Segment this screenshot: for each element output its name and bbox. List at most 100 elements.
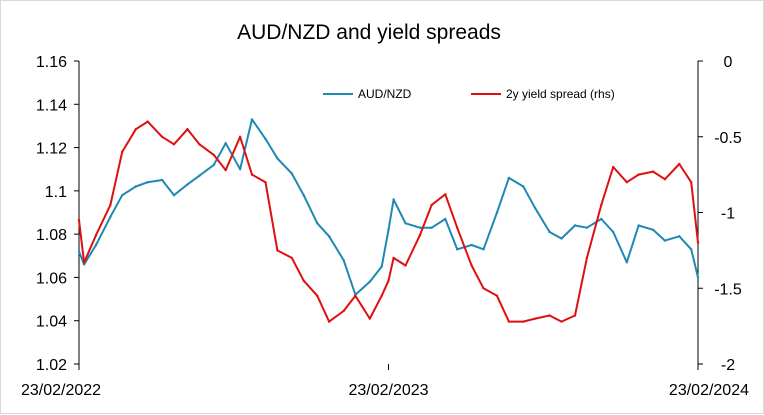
data-point [109, 215, 112, 218]
data-point [418, 226, 422, 229]
x-tick-label: 23/02/2023 [348, 382, 428, 399]
data-point [224, 142, 227, 145]
data-point [250, 173, 254, 176]
data-point [316, 222, 319, 225]
data-point [560, 237, 563, 240]
data-point [290, 172, 293, 175]
data-point [302, 194, 305, 197]
data-point [186, 183, 189, 186]
data-point [507, 320, 511, 323]
data-point [678, 162, 681, 166]
data-point [224, 168, 227, 172]
data-point [316, 294, 319, 297]
data-point [678, 235, 681, 238]
data-point [146, 120, 149, 123]
data-point [121, 194, 124, 197]
y-left-tick-label: 1.02 [36, 357, 67, 374]
y-left-tick-label: 1.1 [45, 184, 67, 201]
x-tick-label: 23/02/2024 [669, 382, 749, 399]
data-point [264, 137, 267, 141]
data-point [134, 128, 137, 131]
data-point [368, 280, 371, 283]
chart-title: AUD/NZD and yield spreads [237, 21, 501, 44]
series-line-yield-spread [78, 120, 699, 323]
data-point [430, 203, 433, 207]
data-point [198, 143, 201, 146]
legend-label: AUD/NZD [358, 87, 412, 101]
data-point [625, 261, 628, 264]
data-point [495, 294, 499, 297]
data-point [637, 173, 640, 176]
data-point [94, 243, 98, 247]
data-point [82, 263, 86, 266]
data-point [612, 230, 615, 234]
data-point [276, 249, 279, 252]
axes-group: 1.02 1.04 1.06 1.08 1.1 1.12 1.14 1.16 -2 -1.5 -1 -… [21, 54, 749, 399]
data-point [404, 264, 407, 267]
data-point [507, 176, 511, 180]
data-point [573, 224, 577, 227]
data-point [276, 157, 279, 160]
y-left-tick-label: 1.12 [36, 141, 67, 158]
data-point [548, 314, 551, 317]
data-point [342, 258, 345, 262]
data-point [212, 163, 215, 167]
data-point [470, 243, 473, 247]
data-point [121, 150, 124, 154]
data-point [534, 207, 537, 210]
y-right-tick-label: -1.5 [714, 281, 742, 298]
data-point [172, 143, 176, 146]
data-point [380, 294, 383, 297]
data-point [77, 250, 81, 253]
data-point [560, 320, 563, 323]
y-left-tick-label: 1.08 [36, 227, 67, 244]
data-point [368, 317, 371, 320]
data-point [160, 178, 164, 182]
data-point [238, 168, 242, 171]
data-point [387, 279, 390, 282]
y-left-tick-label: 1.04 [36, 314, 67, 331]
data-point [663, 178, 667, 181]
data-point [430, 226, 433, 229]
data-point [82, 261, 86, 264]
data-point [387, 228, 390, 231]
data-point [238, 135, 242, 138]
data-point [444, 217, 447, 221]
data-point [109, 203, 112, 207]
data-point [354, 294, 357, 297]
data-point [690, 181, 693, 184]
data-point [600, 203, 603, 207]
data-point [264, 181, 267, 184]
data-point [444, 193, 447, 196]
data-point [651, 228, 655, 231]
y-left-tick-label: 1.16 [36, 54, 67, 71]
data-point [663, 239, 667, 242]
data-point [573, 314, 577, 317]
data-point [522, 185, 525, 188]
data-point [696, 276, 700, 279]
data-point [392, 198, 395, 201]
data-point [696, 241, 700, 244]
data-point [482, 287, 485, 290]
data-point [134, 185, 137, 188]
data-point [186, 128, 189, 131]
data-point [290, 256, 293, 260]
data-point [418, 234, 422, 237]
data-point [651, 170, 655, 173]
data-point [172, 194, 176, 197]
data-point [327, 320, 331, 323]
plot-lines [77, 118, 700, 323]
data-point [690, 248, 693, 251]
data-point [380, 265, 383, 268]
data-point [146, 181, 149, 184]
data-point [456, 248, 459, 251]
data-point [482, 248, 485, 251]
y-left-tick-label: 1.06 [36, 270, 67, 287]
data-point [637, 224, 640, 227]
data-point [522, 320, 525, 323]
data-point [625, 181, 628, 184]
data-point [612, 165, 615, 169]
data-point [250, 118, 254, 121]
